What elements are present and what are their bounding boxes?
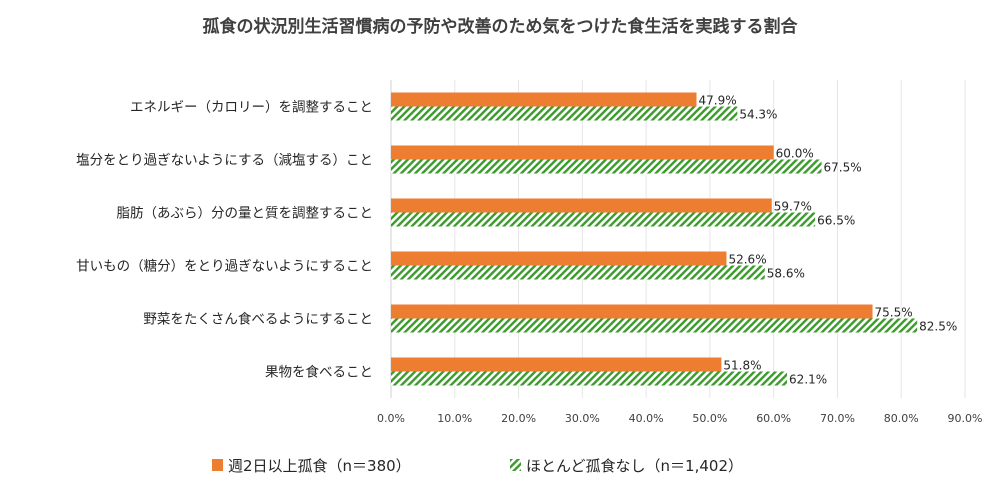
category-label: 甘いもの（糖分）をとり過ぎないようにすること [76, 259, 373, 275]
x-tick-label: 0.0% [377, 412, 405, 425]
data-label: 60.0% [776, 147, 814, 161]
category-label: 野菜をたくさん食べるようにすること [143, 311, 373, 328]
bar-series-1 [391, 92, 697, 107]
category-label: 脂肪（あぶら）分の量と質を調整すること [117, 206, 374, 222]
legend-label: 週2日以上孤食（n＝380） [228, 457, 411, 475]
category-label: 果物を食べること [265, 364, 373, 381]
data-label: 54.3% [739, 108, 777, 122]
category-label: 塩分をとり過ぎないようにする（減塩する）こと [76, 152, 373, 169]
data-label: 47.9% [698, 94, 736, 108]
legend: 週2日以上孤食（n＝380） ほとんど孤食なし（n＝1,402） [212, 457, 743, 475]
bar-series-2 [391, 318, 918, 333]
bar-series-1 [391, 251, 727, 266]
x-tick-label: 60.0% [756, 412, 791, 425]
bar-series-1 [391, 304, 873, 319]
category-label: エネルギー（カロリー）を調整すること [130, 100, 373, 116]
chart-title: 孤食の状況別生活習慣病の予防や改善のため気をつけた食生活を実践する割合 [203, 16, 799, 37]
legend-swatch [510, 459, 521, 471]
x-tick-label: 50.0% [692, 412, 727, 425]
bar-series-1 [391, 145, 774, 160]
data-label: 52.6% [728, 253, 766, 267]
bar-series-2 [391, 371, 788, 386]
data-label: 62.1% [789, 373, 827, 387]
data-label: 66.5% [817, 214, 855, 228]
bar-series-1 [391, 198, 772, 213]
data-label: 82.5% [919, 320, 957, 334]
bar-series-2 [391, 265, 765, 280]
bar-series-2 [391, 159, 822, 174]
x-tick-label: 30.0% [565, 412, 600, 425]
data-label: 67.5% [824, 161, 862, 175]
legend-swatch [212, 459, 223, 471]
x-tick-label: 80.0% [884, 412, 919, 425]
data-label: 59.7% [774, 200, 812, 214]
x-tick-label: 70.0% [820, 412, 855, 425]
bar-series-2 [391, 212, 816, 227]
legend-label: ほとんど孤食なし（n＝1,402） [526, 457, 743, 475]
x-tick-label: 40.0% [629, 412, 664, 425]
x-tick-label: 20.0% [501, 412, 536, 425]
x-tick-label: 10.0% [437, 412, 472, 425]
data-label: 58.6% [767, 267, 805, 281]
data-label: 75.5% [875, 306, 913, 320]
x-tick-label: 90.0% [948, 412, 983, 425]
bar-series-1 [391, 357, 722, 372]
bar-series-2 [391, 106, 738, 121]
data-label: 51.8% [723, 359, 761, 373]
